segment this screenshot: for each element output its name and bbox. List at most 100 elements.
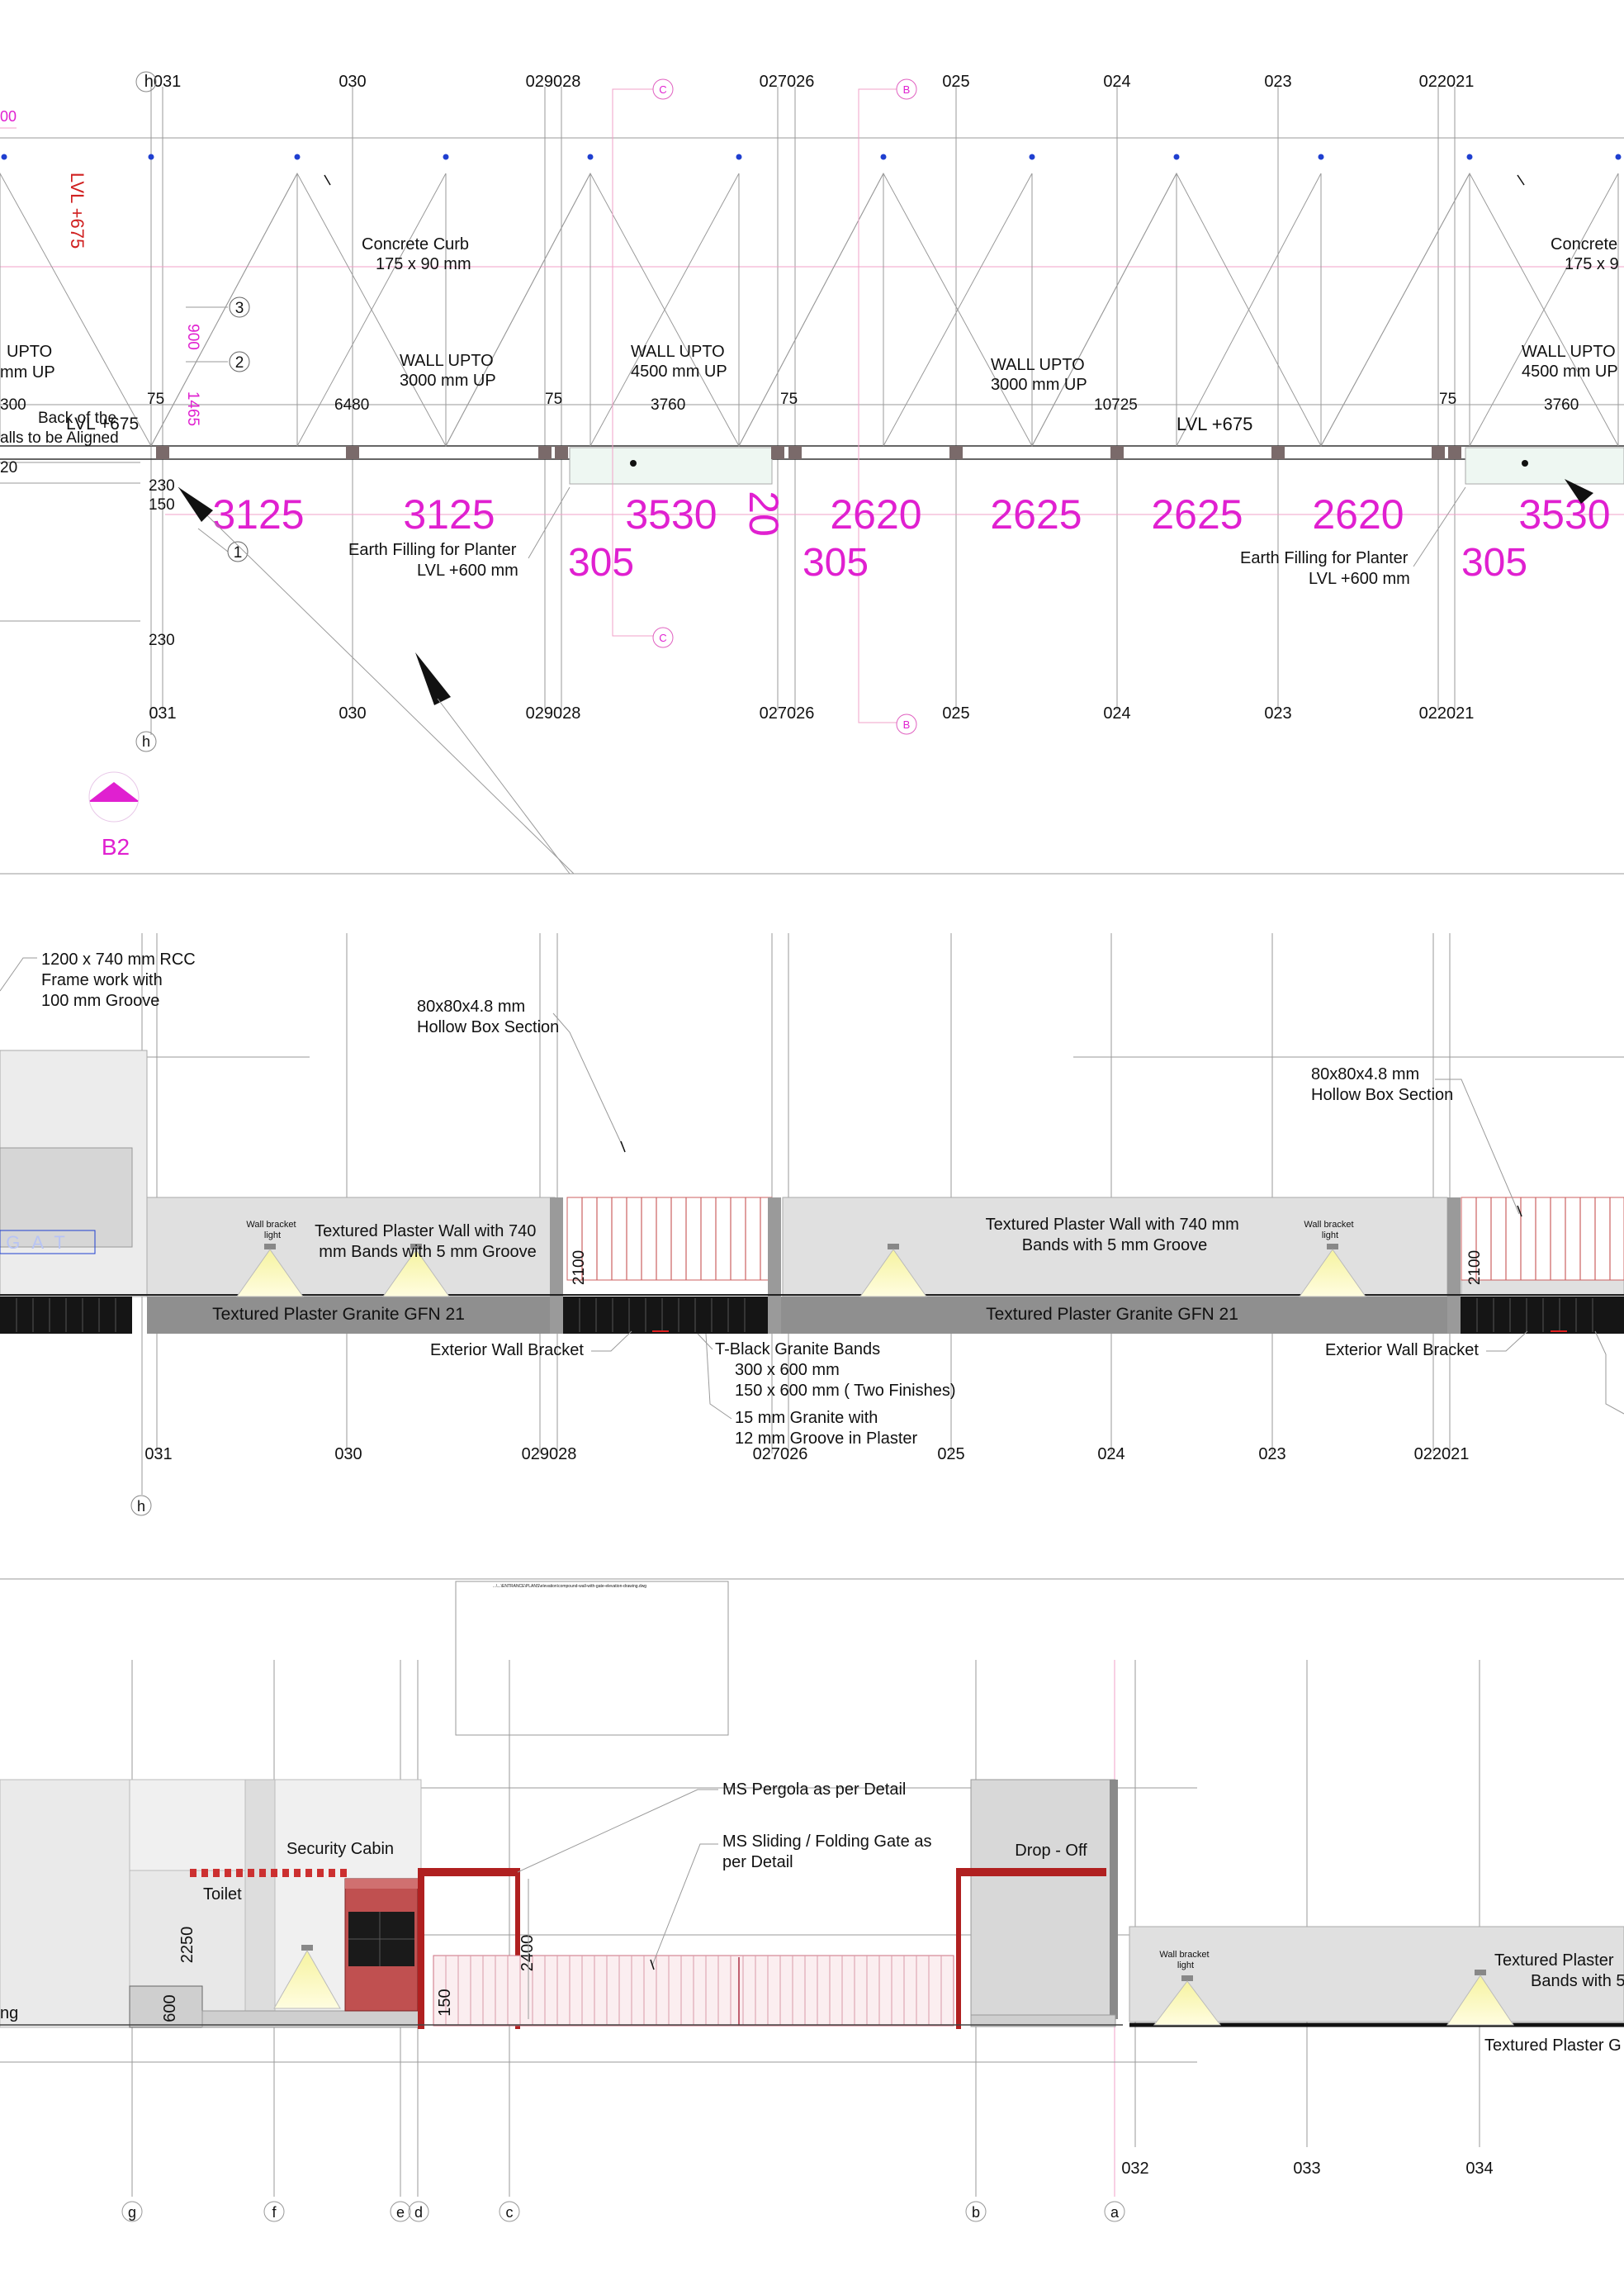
grid-letter-b: b: [972, 2204, 980, 2221]
dim-small: 75: [147, 391, 164, 408]
wall-bracket-light: [382, 1244, 450, 1297]
note-line: light: [264, 1230, 281, 1240]
granite-band-joints: [16, 1298, 1593, 1332]
dim-1465: 1465: [184, 391, 201, 426]
planter-zigzag: [0, 172, 1619, 448]
elev1-grid-label: 024: [1097, 1445, 1124, 1463]
note-line: Hollow Box Section: [1311, 1086, 1453, 1104]
grid-letter-g: g: [128, 2204, 136, 2221]
grid-letter-c: c: [506, 2204, 514, 2221]
grid-bottom-label: 030: [339, 704, 366, 723]
dim-small: 75: [545, 391, 562, 408]
back-walls-note: Back of the alls to be Aligned: [0, 410, 121, 447]
grid-bottom-label: 024: [1103, 704, 1130, 723]
left-partial-dim: 00: [0, 108, 17, 125]
note-line: LVL +600 mm: [417, 562, 518, 580]
plaster-wall-note-a: Textured Plaster Wall with 740 mm Bands …: [315, 1222, 541, 1261]
grid-letter-f: f: [272, 2204, 277, 2221]
wall-upto-3000-b: WALL UPTO 3000 mm UP: [991, 356, 1089, 394]
note-line: 3000 mm UP: [400, 372, 496, 390]
grid-letter-d: d: [414, 2204, 423, 2221]
granite-note-a: Textured Plaster Granite GFN 21: [212, 1305, 465, 1324]
section-marker-b2: B2: [102, 834, 130, 860]
note-line: 4500 mm UP: [1522, 363, 1618, 381]
wall-upto-4500-b: WALL UPTO 4500 mm UP: [1522, 343, 1620, 381]
dim-small: 10725: [1094, 396, 1138, 414]
elevation-compound-wall: GAT: [0, 933, 1624, 1580]
elev1-grid-label: 023: [1258, 1445, 1285, 1463]
plaster-note-right: Textured Plaster Bands with 5: [1494, 1951, 1624, 1990]
section-c-bottom: C: [659, 632, 666, 644]
note-line: T-Black Granite Bands: [715, 1340, 880, 1358]
dim-small: 150: [149, 496, 175, 514]
plaster-wall-note-b: Textured Plaster Wall with 740 mm Bands …: [986, 1216, 1244, 1254]
plan-columns: [156, 446, 1461, 459]
grid-bottom-label: 029028: [526, 704, 581, 723]
note-line: Concrete: [1551, 235, 1617, 254]
lvl-675-b: LVL +675: [1177, 414, 1252, 434]
wall-bracket-light-label: Wall bracket light: [1159, 1950, 1211, 1970]
note-line: 80x80x4.8 mm: [417, 998, 525, 1016]
grid-bottom-label: 025: [942, 704, 969, 723]
granite-15mm-note: 15 mm Granite with 12 mm Groove in Plast…: [735, 1409, 918, 1448]
dim-small: 300: [0, 396, 26, 414]
elev1-grid-label: 022021: [1414, 1445, 1470, 1463]
note-line: Back of the: [38, 410, 116, 427]
note-line: Hollow Box Section: [417, 1018, 559, 1036]
note-line: UPTO: [7, 343, 52, 361]
note-line: 4500 mm UP: [631, 363, 727, 381]
note-line: light: [1322, 1230, 1338, 1240]
grid-letter-a: a: [1110, 2204, 1120, 2221]
note-line: alls to be Aligned: [0, 429, 119, 447]
note-line: 12 mm Groove in Plaster: [735, 1429, 918, 1448]
elev1-grid-label: 029028: [522, 1445, 577, 1463]
grid-top-label: 024: [1103, 73, 1130, 91]
dim-small: 75: [780, 391, 798, 408]
grid-bottom-label: 031: [149, 704, 176, 723]
wall-bracket-light: [859, 1244, 927, 1297]
security-cabin-label: Security Cabin: [286, 1840, 394, 1858]
dim-305: 305: [803, 541, 869, 585]
note-line: mm UP: [0, 363, 55, 382]
elev1-grid-label: 031: [144, 1445, 172, 1463]
grid-top-label: h031: [144, 73, 182, 91]
grid-top-label: 025: [942, 73, 969, 91]
grid-h-bubble: h: [137, 1498, 145, 1515]
note-line: 3000 mm UP: [991, 376, 1087, 394]
note-line: 15 mm Granite with: [735, 1409, 878, 1427]
tiny-file-reference: ...\...\ENTRANCE\PLANS\elevation\compoun…: [493, 1584, 646, 1589]
dim-big: 3530: [1518, 491, 1610, 538]
dim-big: 2625: [990, 491, 1082, 538]
elevation-entrance: ...\...\ENTRANCE\PLANS\elevation\compoun…: [0, 1581, 1624, 2222]
dim-small: 6480: [334, 396, 369, 414]
dim-2250: 2250: [178, 1927, 196, 1964]
dim-big: 2620: [830, 491, 921, 538]
note-line: Wall bracket: [246, 1220, 296, 1230]
callout-3: 3: [235, 300, 244, 317]
elev2-grid-num: 033: [1293, 2160, 1320, 2178]
toilet-label: Toilet: [203, 1885, 242, 1904]
note-line: Bands with 5 mm Groove: [1022, 1236, 1208, 1254]
drop-off-label: Drop - Off: [1015, 1842, 1087, 1860]
note-line: WALL UPTO: [991, 356, 1085, 374]
wall-bracket-light: [1446, 1970, 1514, 2026]
grid-letter-e: e: [396, 2204, 405, 2221]
dim-big: 3530: [625, 491, 717, 538]
dim-small: 230: [149, 477, 175, 495]
note-line: Textured Plaster Wall with 740: [315, 1222, 536, 1240]
dim-small: 230: [149, 632, 175, 649]
grid-top-label: 030: [339, 73, 366, 91]
dim-big-rotated: 20: [741, 491, 787, 537]
grid-bottom-label: 023: [1264, 704, 1291, 723]
earth-filling-a: Earth Filling for Planter LVL +600 mm: [348, 541, 521, 580]
note-line: Wall bracket: [1159, 1950, 1209, 1960]
section-b-top: B: [903, 83, 911, 96]
note-line: Wall bracket: [1304, 1220, 1353, 1230]
granite-note-right: Textured Plaster G: [1484, 2036, 1622, 2055]
dim-small: 3760: [651, 396, 685, 414]
note-line: WALL UPTO: [631, 343, 725, 361]
planter-markers: [1, 154, 1622, 160]
note-line: 100 mm Groove: [41, 992, 159, 1010]
elev1-grid-label: 030: [334, 1445, 362, 1463]
note-line: 150 x 600 mm ( Two Finishes): [735, 1382, 956, 1400]
